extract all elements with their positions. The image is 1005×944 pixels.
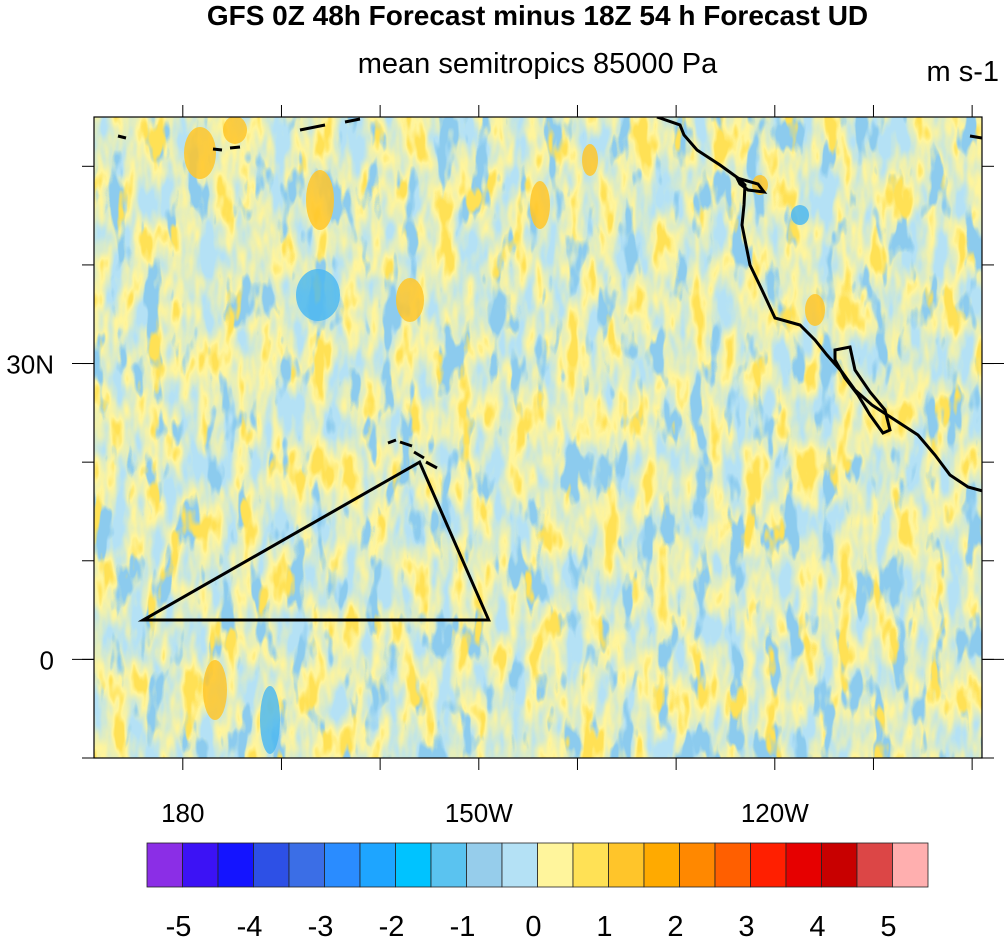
colorbar-box [182, 842, 219, 888]
colorbar-box [714, 842, 751, 888]
colorbar-box [324, 842, 361, 888]
island [117, 134, 127, 140]
axis-ticks [72, 105, 1004, 770]
colorbar-label: 3 [738, 911, 754, 943]
colorbar-box [785, 842, 822, 888]
colorbar-label: 0 [525, 911, 541, 943]
island [399, 440, 413, 448]
colorbar-box [572, 842, 609, 888]
colorbar-label: 1 [596, 911, 612, 943]
colorbar-box [466, 842, 503, 888]
colorbar: -5 -4 -3 -2 -1 0 1 2 3 4 5 [146, 842, 929, 943]
colorbar-box [643, 842, 680, 888]
anomaly-blob [791, 205, 809, 225]
island [425, 460, 438, 470]
colorbar-box [430, 842, 467, 888]
colorbar-box [892, 842, 929, 888]
colorbar-label: 4 [809, 911, 825, 943]
anomaly-blob [184, 127, 216, 179]
field-blobs [184, 117, 825, 754]
colorbar-box [217, 842, 254, 888]
x-tick-label: 150W [445, 798, 513, 828]
colorbar-label: 2 [667, 911, 683, 943]
island [229, 145, 241, 150]
anomaly-blob [582, 144, 598, 176]
anomaly-blob [396, 278, 424, 322]
colorbar-box [253, 842, 290, 888]
colorbar-label: -4 [237, 911, 263, 943]
anomaly-blob [203, 660, 227, 720]
island [212, 147, 223, 152]
x-tick-label: 120W [741, 798, 809, 828]
anomaly-blob [805, 294, 825, 326]
colorbar-box [395, 842, 432, 888]
colorbar-box [821, 842, 858, 888]
axis-tick-labels: 180 150W 120W 30N 0 [6, 350, 809, 828]
island [413, 450, 425, 460]
island [387, 438, 397, 445]
colorbar-box [856, 842, 893, 888]
plot-frame [93, 116, 983, 759]
anomaly-blob [296, 269, 340, 321]
island [734, 175, 768, 194]
anomaly-blob [530, 181, 550, 229]
units-label: m s-1 [926, 56, 1000, 88]
colorbar-box [146, 842, 183, 888]
y-tick-label: 30N [6, 350, 54, 380]
colorbar-label: 5 [880, 911, 896, 943]
anomaly-blob [223, 117, 247, 144]
anomaly-blob [260, 686, 280, 754]
island [299, 123, 326, 132]
chart-subtitle: mean semitropics 85000 Pa [357, 48, 718, 80]
colorbar-box [501, 842, 538, 888]
anomaly-blob [306, 170, 334, 230]
island [969, 134, 982, 140]
colorbar-label: -2 [379, 911, 405, 943]
colorbar-box [679, 842, 716, 888]
colorbar-box [608, 842, 645, 888]
coastline-north-america [656, 117, 982, 493]
colorbar-label: -3 [308, 911, 334, 943]
colorbar-box [359, 842, 396, 888]
islands [117, 117, 982, 470]
colorbar-label: -1 [450, 911, 476, 943]
colorbar-box [537, 842, 574, 888]
region-triangle [137, 460, 491, 622]
colorbar-box [750, 842, 787, 888]
y-tick-label: 0 [40, 645, 54, 675]
colorbar-box [288, 842, 325, 888]
x-tick-label: 180 [161, 798, 204, 828]
coastline-baja-gulf [833, 345, 892, 435]
colorbar-label: -5 [166, 911, 192, 943]
field-layer [94, 117, 982, 758]
chart-title: GFS 0Z 48h Forecast minus 18Z 54 h Forec… [206, 0, 869, 31]
island [344, 117, 361, 124]
